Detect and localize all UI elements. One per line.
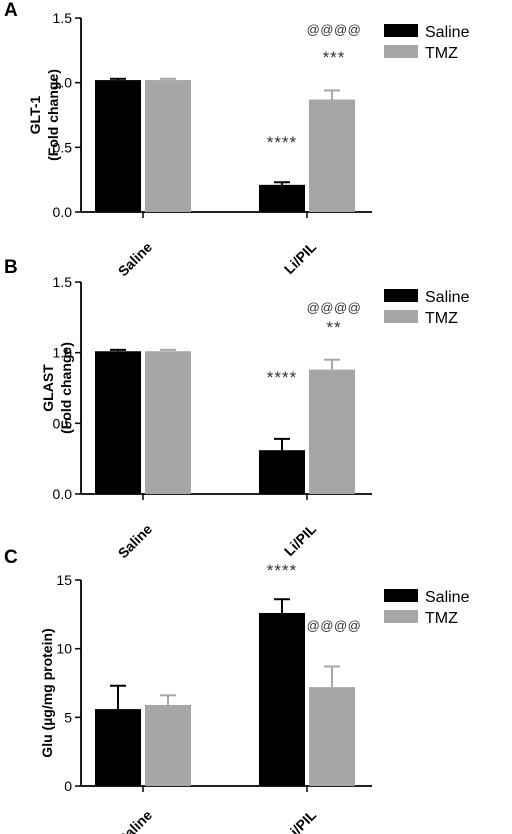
y-tick-label: 10 <box>56 641 72 657</box>
bar-tmz-li-pil <box>309 99 355 212</box>
bar-saline-li-pil <box>259 450 305 494</box>
y-tick-label: 0.0 <box>53 204 73 220</box>
x-tick-label: Saline <box>115 807 156 834</box>
legend-swatch-saline <box>384 289 418 302</box>
chart-panel-c: C 0 5 10 15 Glu (µg/mg protein) Saline Li/PIL **… <box>4 547 470 834</box>
significance-annotation: ** <box>326 318 341 337</box>
significance-annotation: @@@@ <box>307 22 362 37</box>
legend-swatch-tmz <box>384 610 418 623</box>
legend-label: TMZ <box>425 610 458 627</box>
panel-letter: C <box>4 547 18 568</box>
y-axis-label: GLAST <box>40 364 56 412</box>
significance-annotation: **** <box>267 561 297 580</box>
significance-annotation: @@@@ <box>307 300 362 315</box>
bar-tmz-saline <box>145 704 191 786</box>
significance-annotation: @@@@ <box>307 618 362 633</box>
significance-annotation: **** <box>267 368 297 387</box>
x-tick-label: Saline <box>115 521 156 562</box>
y-axis-label: (Fold change) <box>45 69 61 161</box>
y-tick-label: 1.5 <box>53 274 73 290</box>
x-tick-label: Li/PIL <box>281 521 320 560</box>
significance-annotation: **** <box>267 133 297 152</box>
legend-label: Saline <box>425 289 470 306</box>
bar-tmz-saline <box>145 80 191 212</box>
y-tick-label: 0.0 <box>53 486 73 502</box>
legend-swatch-tmz <box>384 310 418 323</box>
x-tick-label: Li/PIL <box>281 807 320 834</box>
y-tick-label: 1.0 <box>53 75 73 91</box>
significance-annotation: *** <box>323 48 346 67</box>
y-tick-label: 0.5 <box>53 415 73 431</box>
panel-letter: A <box>4 0 18 21</box>
bar-saline-saline <box>95 80 141 212</box>
y-tick-label: 1.0 <box>53 345 73 361</box>
bar-saline-li-pil <box>259 612 305 786</box>
y-axis-label: GLT-1 <box>27 95 43 134</box>
chart-panel-a: A 0.0 0.5 1.0 1.5 GLT-1 (Fold change) Saline Li/… <box>4 0 470 279</box>
legend-swatch-saline <box>384 24 418 37</box>
chart-panel-b: B 0.0 0.5 1.0 1.5 GLAST (Fold change) Saline Li/… <box>4 257 470 561</box>
bar-tmz-saline <box>145 351 191 494</box>
legend-swatch-saline <box>384 589 418 602</box>
y-tick-label: 0.5 <box>53 139 73 155</box>
bar-tmz-li-pil <box>309 687 355 786</box>
y-tick-label: 1.5 <box>53 10 73 26</box>
y-tick-label: 0 <box>64 778 72 794</box>
x-tick-label: Li/PIL <box>281 239 320 278</box>
y-tick-label: 5 <box>64 709 72 725</box>
legend-label: TMZ <box>425 45 458 62</box>
bar-saline-li-pil <box>259 184 305 212</box>
x-tick-label: Saline <box>115 239 156 280</box>
bar-tmz-li-pil <box>309 369 355 494</box>
y-tick-label: 15 <box>56 572 72 588</box>
bar-saline-saline <box>95 709 141 786</box>
panel-letter: B <box>4 257 18 278</box>
y-axis-label: (Fold change) <box>58 342 74 434</box>
legend-swatch-tmz <box>384 45 418 58</box>
legend-label: Saline <box>425 589 470 606</box>
legend-label: Saline <box>425 24 470 41</box>
y-axis-label: Glu (µg/mg protein) <box>39 628 55 757</box>
bar-saline-saline <box>95 351 141 494</box>
legend-label: TMZ <box>425 310 458 327</box>
